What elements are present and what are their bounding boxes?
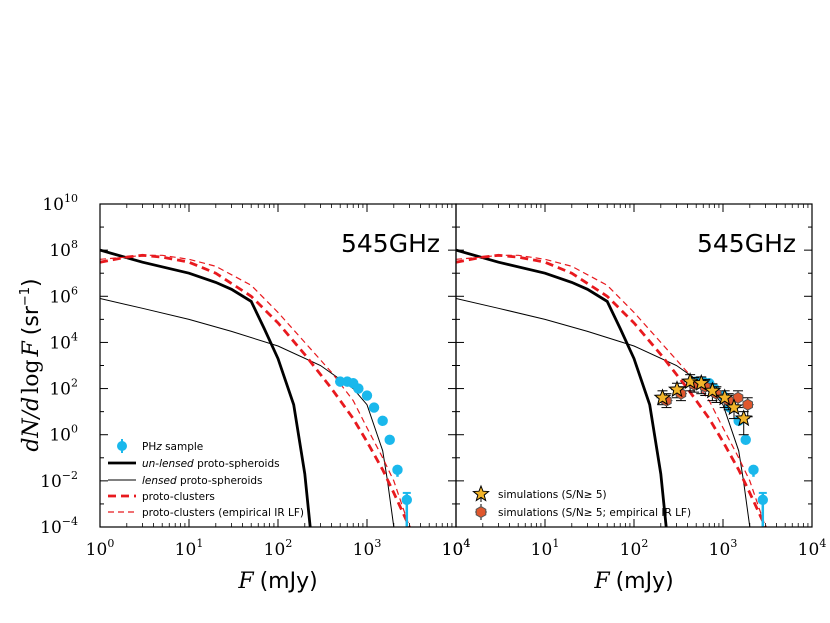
x-tick-label: 103: [709, 537, 738, 560]
legend-label: proto-clusters: [142, 491, 215, 503]
right-frequency-label: 545GHz: [697, 229, 796, 258]
x-tick-label: 102: [620, 537, 649, 560]
y-tick-label: 104: [49, 330, 78, 353]
x-tick-label: 104: [798, 537, 827, 560]
legend-label: simulations (S/N≥ 5; empirical IR LF): [498, 507, 691, 519]
curve-thick-dashed-right: [456, 253, 767, 527]
legend-phz-marker: [117, 441, 127, 451]
left-legend: PHz sample un-lensed proto-spheroids lense…: [108, 439, 304, 519]
sim-empirical-marker: [742, 398, 753, 411]
x-tick-label: 100: [86, 537, 115, 560]
phz-point: [353, 383, 364, 394]
curve-thin-dashed-left: [100, 254, 411, 527]
left-frequency-label: 545GHz: [341, 229, 440, 258]
left-panel: 100 101 102 103 104 10−4 10−2 100 102 104 106 108 10…: [40, 192, 470, 560]
curve-thin-solid-left: [100, 298, 395, 527]
right-ticks: 104 101 102 103 104: [442, 203, 827, 560]
legend-label: lensed proto-spheroids: [142, 475, 263, 487]
phz-point: [748, 464, 759, 476]
x-tick-label: 104: [442, 537, 471, 560]
left-ticks: 100 101 102 103 104 10−4 10−2 100 102 104 106 108 10…: [40, 192, 470, 560]
curve-thick-dashed-left: [100, 253, 411, 527]
sim-snr5-marker: [692, 373, 711, 391]
legend-label: PHz sample: [142, 441, 203, 453]
phz-point: [368, 402, 380, 413]
curve-thick-solid-left: [100, 248, 312, 527]
phz-point: [757, 494, 768, 506]
y-tick-label: 10−4: [40, 515, 78, 538]
curve-thick-solid-right: [456, 248, 668, 527]
phz-point: [377, 415, 388, 427]
legend-hex-marker: [475, 505, 487, 519]
curve-thin-dashed-right: [456, 254, 767, 527]
y-tick-label: 100: [49, 423, 78, 446]
right-legend: simulations (S/N≥ 5) simulations (S/N≥ 5;…: [472, 484, 691, 520]
right-panel: 104 101 102 103 104 545GHz simulations (S/N≥…: [442, 203, 827, 560]
x-tick-label: 101: [175, 537, 204, 560]
x-tick-label: 101: [531, 537, 560, 560]
right-plot-area: [456, 248, 768, 527]
phz-point: [392, 464, 403, 476]
x-tick-label: 102: [264, 537, 293, 560]
y-tick-label: 106: [49, 284, 78, 307]
y-tick-label: 102: [49, 377, 78, 400]
curve-thin-solid-right: [456, 298, 751, 527]
sim-snr5-marker: [681, 372, 700, 390]
x-tick-label: 103: [353, 537, 382, 560]
legend-label: proto-clusters (empirical IR LF): [142, 507, 304, 519]
x-tick-label: 104: [442, 537, 471, 560]
right-x-axis-label: F (mJy): [593, 569, 673, 594]
sim-snr5-marker: [725, 398, 743, 416]
y-tick-label: 108: [49, 238, 78, 261]
sim-snr5-marker: [667, 380, 686, 398]
sim-snr5-marker: [715, 388, 734, 406]
phz-point: [361, 390, 373, 401]
y-tick-label: 10−2: [40, 469, 78, 492]
legend-star-marker: [472, 484, 490, 502]
phz-point: [384, 434, 395, 446]
phz-point: [740, 434, 751, 446]
sim-snr5-marker: [653, 388, 672, 406]
sim-snr5-marker: [703, 381, 722, 399]
legend-label: un-lensed proto-spheroids: [142, 458, 280, 470]
phz-point: [401, 494, 412, 506]
y-tick-label: 1010: [42, 192, 78, 215]
left-x-axis-label: F (mJy): [237, 569, 317, 594]
left-plot-area: [100, 248, 412, 527]
y-axis-label: dN/dlogF(sr−1): [18, 278, 44, 451]
sim-snr5-marker: [734, 409, 753, 427]
legend-label: simulations (S/N≥ 5): [498, 489, 607, 501]
